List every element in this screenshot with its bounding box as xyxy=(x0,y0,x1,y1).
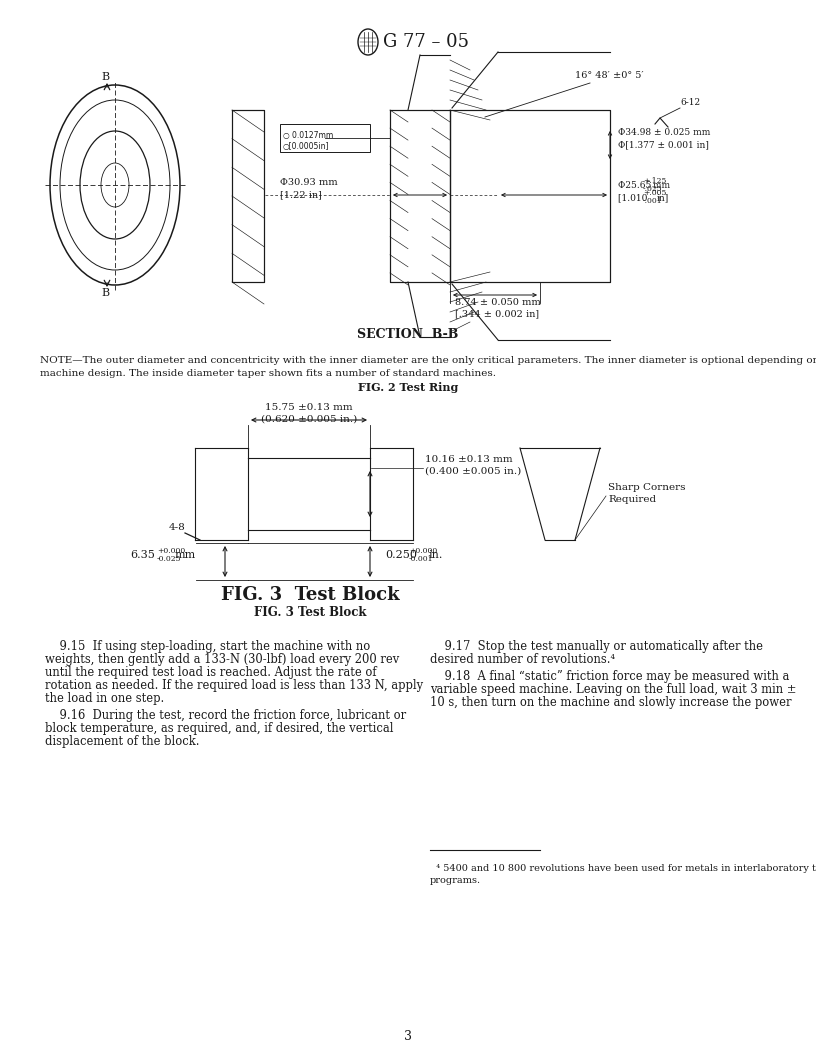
Text: in]: in] xyxy=(657,193,669,202)
Text: 16° 48′ ±0° 5′: 16° 48′ ±0° 5′ xyxy=(575,71,644,80)
Text: -0.001: -0.001 xyxy=(409,555,433,563)
Text: +.005: +.005 xyxy=(643,189,667,197)
Text: 9.15  If using step-loading, start the machine with no: 9.15 If using step-loading, start the ma… xyxy=(45,640,370,653)
Text: 10.16 ±0.13 mm: 10.16 ±0.13 mm xyxy=(425,455,512,464)
Text: FIG. 3 Test Block: FIG. 3 Test Block xyxy=(254,606,366,619)
Bar xyxy=(280,124,370,152)
Text: 3: 3 xyxy=(404,1030,412,1043)
Text: ⁴ 5400 and 10 800 revolutions have been used for metals in interlaboratory test: ⁴ 5400 and 10 800 revolutions have been … xyxy=(430,864,816,873)
Text: 9.17  Stop the test manually or automatically after the: 9.17 Stop the test manually or automatic… xyxy=(430,640,763,653)
Text: mm: mm xyxy=(175,550,197,560)
Text: block temperature, as required, and, if desired, the vertical: block temperature, as required, and, if … xyxy=(45,722,393,735)
Text: 6.35: 6.35 xyxy=(130,550,155,560)
Text: G 77 – 05: G 77 – 05 xyxy=(383,33,469,51)
Text: NOTE—The outer diameter and concentricity with the inner diameter are the only c: NOTE—The outer diameter and concentricit… xyxy=(40,356,816,365)
Text: B: B xyxy=(101,288,109,298)
Text: in.: in. xyxy=(429,550,443,560)
Text: FIG. 2 Test Ring: FIG. 2 Test Ring xyxy=(357,382,459,393)
Text: 6-12: 6-12 xyxy=(680,98,700,107)
Text: 9.16  During the test, record the friction force, lubricant or: 9.16 During the test, record the frictio… xyxy=(45,709,406,722)
Text: +.125: +.125 xyxy=(643,177,667,185)
Text: weights, then gently add a 133-N (30-lbf) load every 200 rev: weights, then gently add a 133-N (30-lbf… xyxy=(45,653,399,666)
Text: Φ34.98 ± 0.025 mm: Φ34.98 ± 0.025 mm xyxy=(618,128,711,137)
Text: 0.250: 0.250 xyxy=(385,550,417,560)
Text: +0.000: +0.000 xyxy=(409,547,437,555)
Text: Φ[1.377 ± 0.001 in]: Φ[1.377 ± 0.001 in] xyxy=(618,140,709,149)
Text: Required: Required xyxy=(608,495,656,504)
Text: 4-8: 4-8 xyxy=(168,523,185,532)
Text: ○ 0.0127mm: ○ 0.0127mm xyxy=(283,131,333,140)
Text: 10 s, then turn on the machine and slowly increase the power: 10 s, then turn on the machine and slowl… xyxy=(430,696,792,709)
Text: Sharp Corners: Sharp Corners xyxy=(608,483,685,492)
Text: 8.74 ± 0.050 mm: 8.74 ± 0.050 mm xyxy=(455,298,541,307)
Text: [1.010: [1.010 xyxy=(618,193,650,202)
Text: 9.18  A final “static” friction force may be measured with a: 9.18 A final “static” friction force may… xyxy=(430,670,789,683)
Text: until the required test load is reached. Adjust the rate of: until the required test load is reached.… xyxy=(45,666,377,679)
Text: ○[0.0005in]: ○[0.0005in] xyxy=(283,142,330,151)
Text: -.025: -.025 xyxy=(643,185,663,193)
Text: 15.75 ±0.13 mm: 15.75 ±0.13 mm xyxy=(265,403,353,412)
Text: the load in one step.: the load in one step. xyxy=(45,692,164,705)
Text: desired number of revolutions.⁴: desired number of revolutions.⁴ xyxy=(430,653,615,666)
Text: mm: mm xyxy=(650,181,670,190)
Text: +0.000: +0.000 xyxy=(157,547,185,555)
Text: FIG. 3  Test Block: FIG. 3 Test Block xyxy=(220,586,399,604)
Text: -.001: -.001 xyxy=(643,197,663,205)
Text: SECTION  B-B: SECTION B-B xyxy=(357,328,459,341)
Text: machine design. The inside diameter taper shown fits a number of standard machin: machine design. The inside diameter tape… xyxy=(40,369,496,378)
Text: (0.620 ±0.005 in.): (0.620 ±0.005 in.) xyxy=(261,415,357,425)
Text: variable speed machine. Leaving on the full load, wait 3 min ±: variable speed machine. Leaving on the f… xyxy=(430,683,796,696)
Text: [.344 ± 0.002 in]: [.344 ± 0.002 in] xyxy=(455,309,539,318)
Text: displacement of the block.: displacement of the block. xyxy=(45,735,199,748)
Text: [1.22 in]: [1.22 in] xyxy=(280,190,322,199)
Text: B: B xyxy=(101,72,109,82)
Text: rotation as needed. If the required load is less than 133 N, apply: rotation as needed. If the required load… xyxy=(45,679,424,692)
Text: -0.025: -0.025 xyxy=(157,555,181,563)
Text: programs.: programs. xyxy=(430,876,481,885)
Text: (0.400 ±0.005 in.): (0.400 ±0.005 in.) xyxy=(425,467,521,476)
Text: Φ30.93 mm: Φ30.93 mm xyxy=(280,178,338,187)
Text: Φ25.65: Φ25.65 xyxy=(618,181,654,190)
